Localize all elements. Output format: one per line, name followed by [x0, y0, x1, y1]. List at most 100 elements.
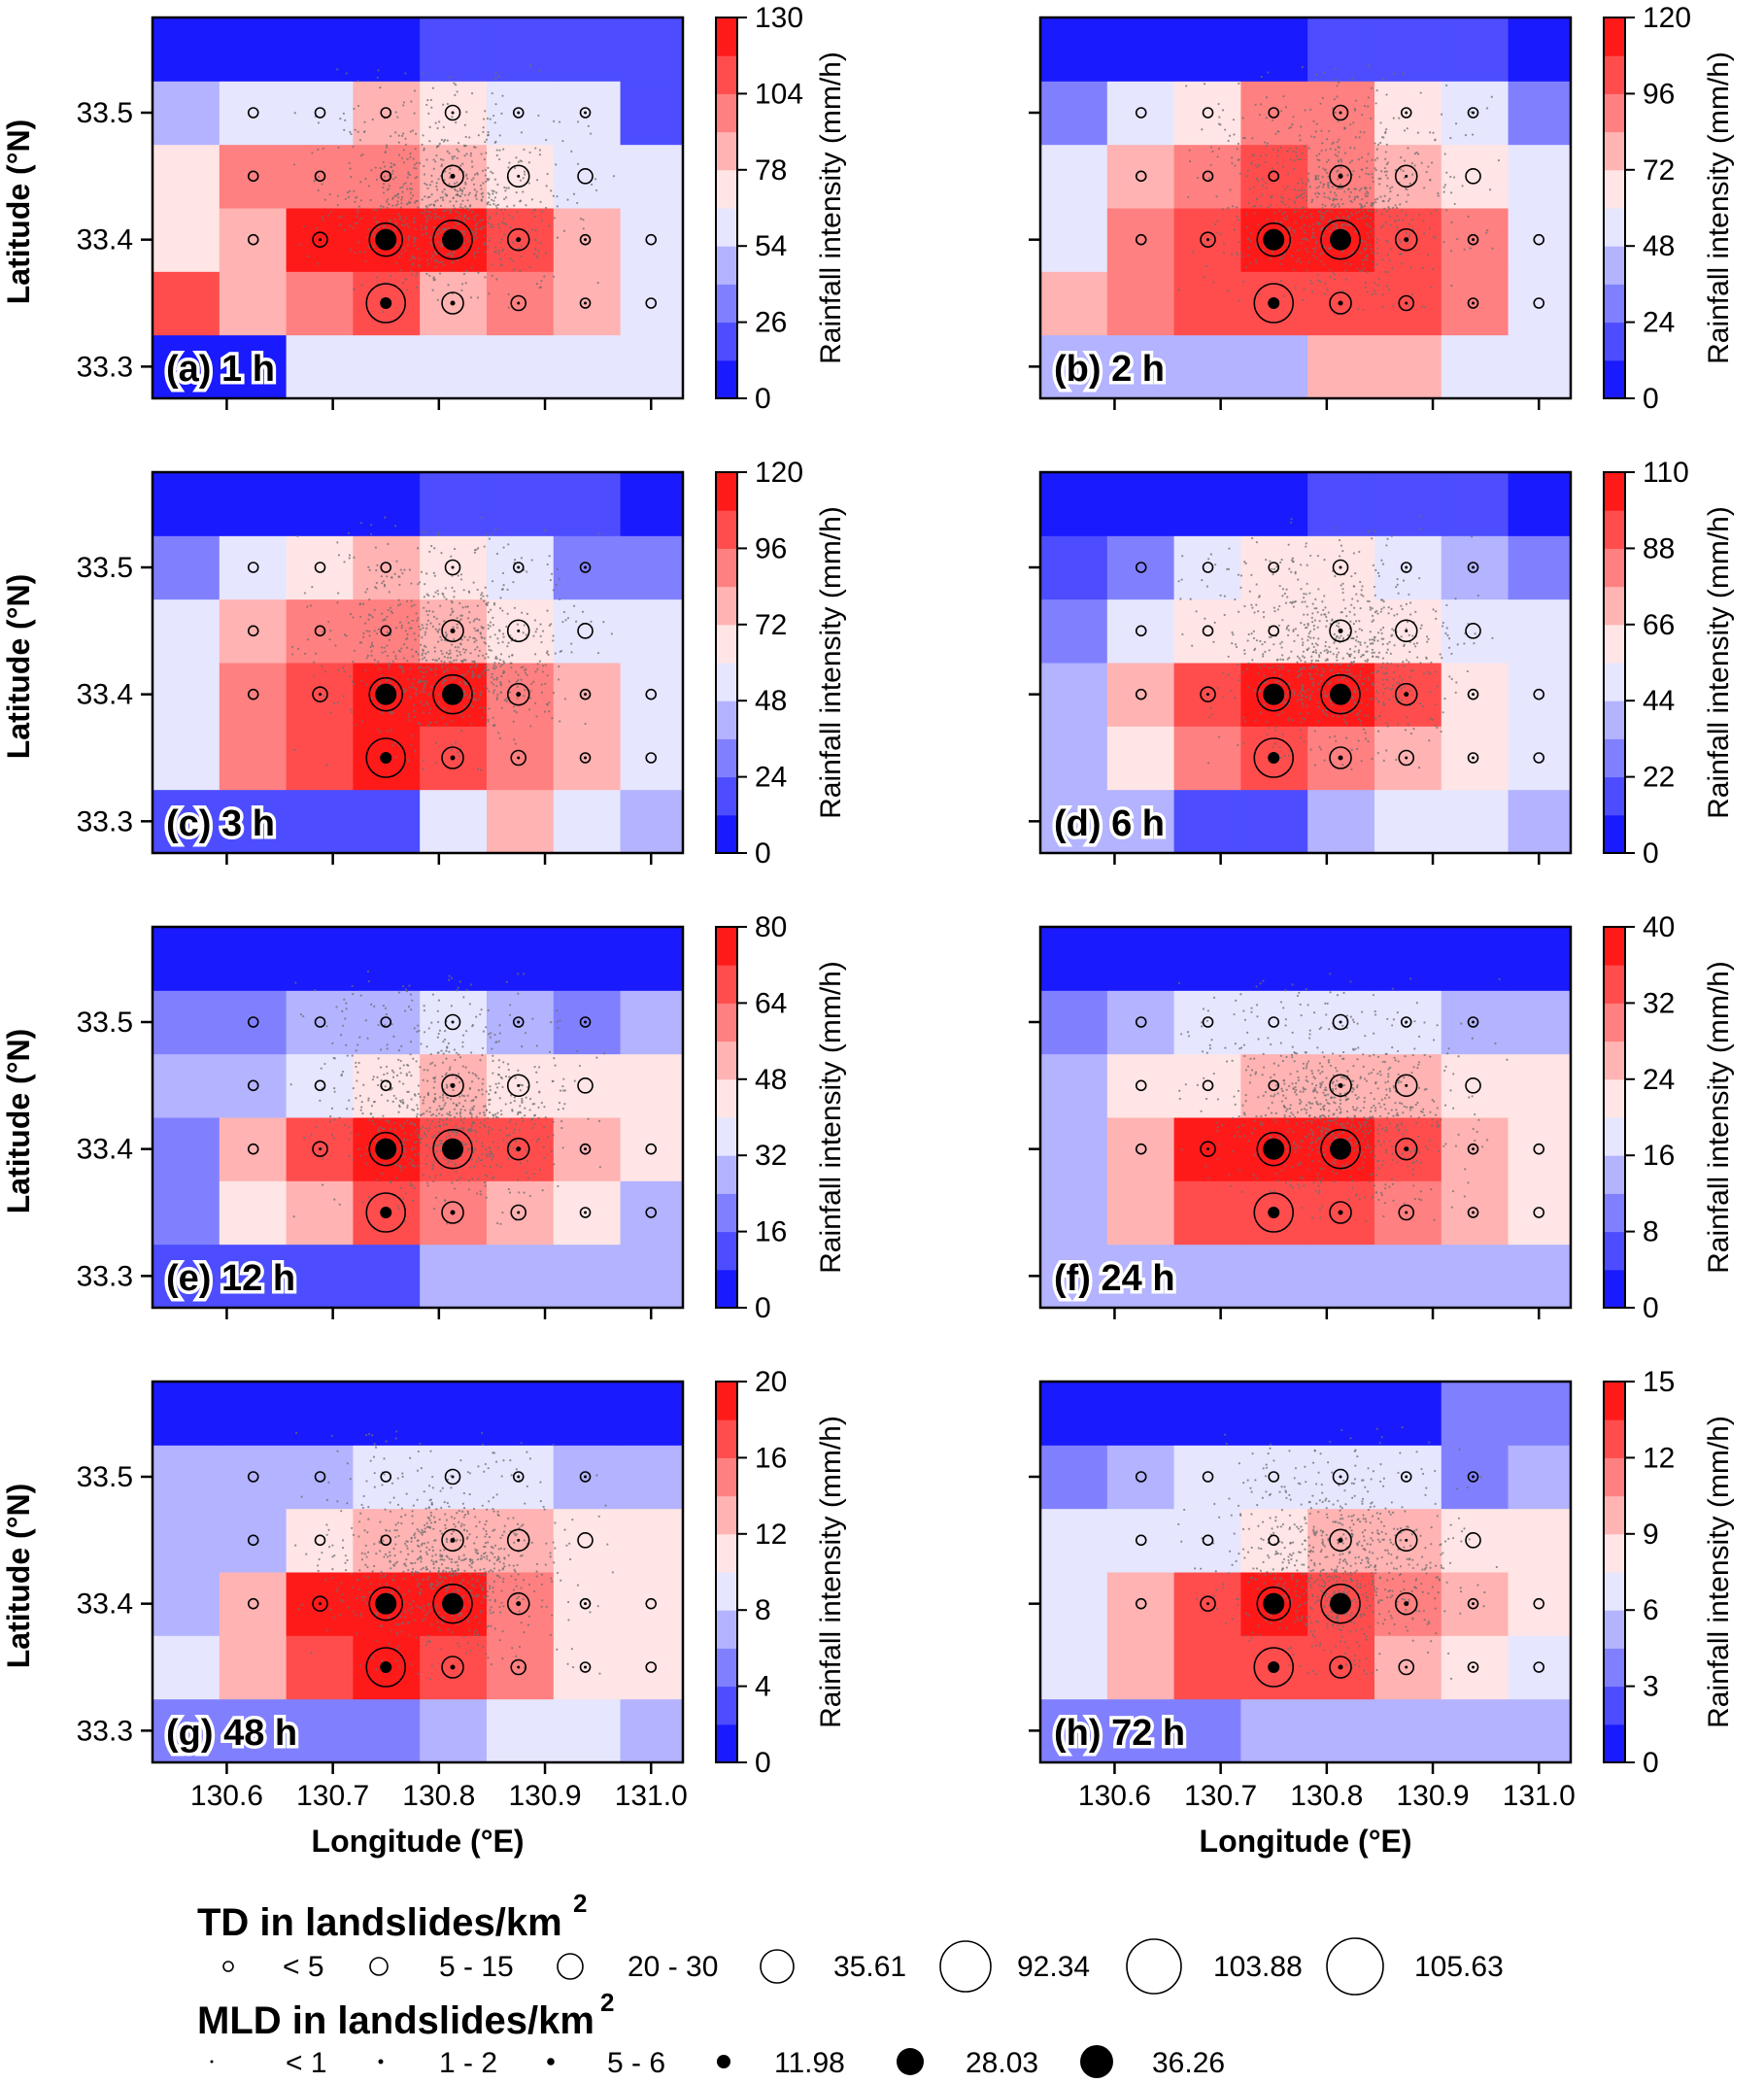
landslide-point: [1303, 740, 1306, 743]
landslide-point: [467, 1071, 470, 1074]
landslide-point: [1239, 574, 1243, 577]
landslide-point: [492, 716, 494, 720]
landslide-point: [1236, 254, 1239, 256]
landslide-point: [1361, 258, 1364, 261]
landslide-point: [1411, 228, 1415, 231]
landslide-point: [481, 671, 484, 674]
landslide-point: [521, 1099, 524, 1103]
landslide-point: [1300, 691, 1303, 694]
landslide-point: [461, 715, 464, 719]
landslide-point: [460, 638, 463, 641]
landslide-point: [370, 1112, 373, 1115]
landslide-point: [498, 1129, 502, 1132]
colorbar-tick-label: 24: [1643, 307, 1675, 339]
landslide-point: [470, 266, 473, 269]
landslide-point: [401, 186, 404, 188]
landslide-point: [436, 630, 439, 632]
landslide-point: [1272, 119, 1274, 121]
landslide-point: [414, 1131, 417, 1135]
heatmap-cell: [219, 535, 288, 600]
colorbar-frame: [715, 926, 738, 1309]
td-marker: [441, 1074, 464, 1098]
landslide-point: [498, 606, 502, 610]
landslide-point: [1285, 628, 1288, 631]
heatmap-cell: [1508, 598, 1572, 664]
landslide-point: [1374, 717, 1377, 720]
landslide-point: [548, 710, 551, 713]
landslide-point: [371, 1116, 375, 1119]
landslide-point: [1390, 248, 1393, 251]
landslide-point: [471, 1178, 474, 1180]
landslide-point: [434, 121, 437, 124]
landslide-point: [442, 198, 445, 202]
landslide-point: [306, 638, 310, 641]
landslide-point: [550, 572, 554, 575]
landslide-point: [530, 198, 534, 201]
landslide-point: [1490, 95, 1493, 98]
landslide-point: [444, 1030, 447, 1033]
colorbar-tick-label: 48: [755, 685, 787, 717]
landslide-point: [506, 1063, 510, 1066]
landslide-point: [439, 1149, 442, 1152]
landslide-point: [1295, 154, 1298, 157]
landslide-point: [435, 663, 438, 666]
landslide-point: [412, 256, 415, 258]
landslide-point: [397, 213, 400, 216]
panel-label: (e) 12 h: [166, 1258, 295, 1299]
colorbar-tick-label: 88: [1643, 532, 1675, 564]
landslide-point: [498, 157, 501, 161]
landslide-point: [415, 612, 418, 615]
landslide-point: [407, 238, 410, 241]
landslide-point: [451, 1161, 454, 1164]
landslide-point: [336, 541, 339, 544]
landslide-point: [460, 188, 463, 191]
landslide-point: [433, 1080, 436, 1083]
landslide-point: [399, 1164, 403, 1168]
landslide-point: [1358, 550, 1361, 554]
td-marker: [1256, 676, 1292, 712]
landslide-point: [468, 136, 471, 139]
landslide-point: [408, 686, 411, 689]
landslide-point: [1311, 651, 1314, 654]
landslide-point: [494, 657, 497, 660]
landslide-point: [1235, 645, 1238, 648]
landslide-point: [517, 1111, 520, 1114]
landslide-point: [1454, 122, 1458, 125]
landslide-point: [416, 1104, 419, 1107]
landslide-point: [1327, 220, 1330, 222]
landslide-point: [422, 1099, 424, 1102]
landslide-point: [1250, 573, 1253, 576]
landslide-point: [425, 1154, 428, 1158]
landslide-point: [413, 709, 416, 712]
landslide-point: [364, 1152, 367, 1155]
landslide-point: [453, 596, 456, 598]
heatmap-cell: [1106, 81, 1175, 146]
landslide-point: [481, 225, 484, 228]
landslide-point: [1316, 158, 1319, 161]
landslide-point: [541, 1189, 544, 1192]
landslide-point: [492, 664, 495, 666]
landslide-point: [1336, 154, 1340, 157]
landslide-point: [384, 618, 387, 622]
landslide-point: [1391, 684, 1395, 687]
landslide-point: [484, 1174, 487, 1177]
landslide-point: [394, 1163, 397, 1166]
landslide-point: [470, 722, 473, 725]
landslide-point: [449, 1066, 452, 1069]
landslide-point: [349, 249, 353, 252]
landslide-point: [438, 1105, 441, 1108]
heatmap-cell: [1374, 81, 1442, 146]
landslide-point: [500, 674, 503, 678]
landslide-point: [1322, 186, 1325, 188]
heatmap-cell: [1240, 598, 1308, 664]
mld-marker: [380, 1207, 392, 1218]
heatmap-cell: [1040, 726, 1108, 791]
landslide-point: [1303, 656, 1306, 659]
landslide-point: [1313, 250, 1316, 253]
landslide-point: [439, 1142, 442, 1145]
landslide-point: [442, 1157, 445, 1160]
landslide-point: [1261, 193, 1264, 196]
landslide-point: [516, 623, 520, 626]
landslide-point: [448, 183, 451, 186]
